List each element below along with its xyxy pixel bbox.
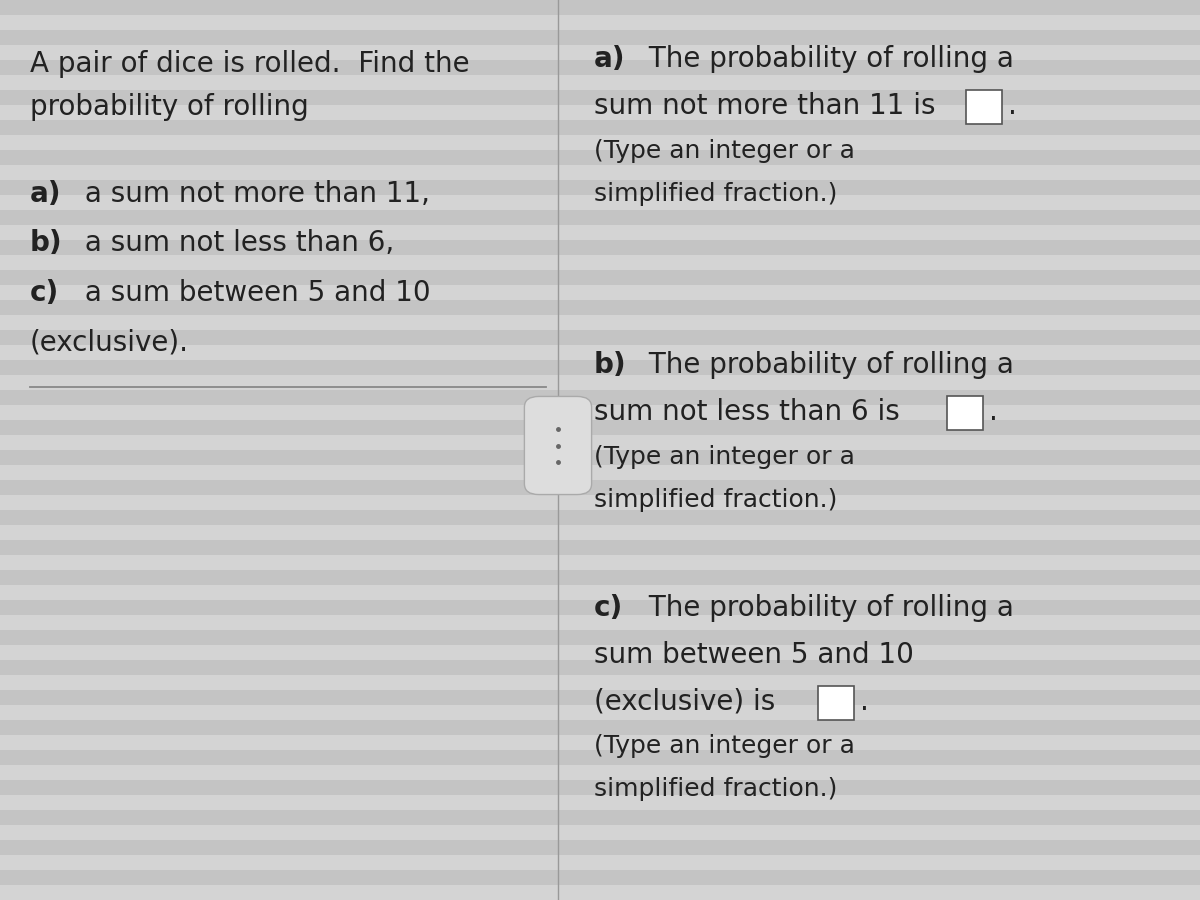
Bar bbox=[0, 120, 1200, 135]
Bar bbox=[0, 150, 1200, 165]
Bar bbox=[0, 555, 1200, 570]
Text: b): b) bbox=[30, 230, 62, 257]
Bar bbox=[0, 330, 1200, 345]
Bar bbox=[0, 135, 1200, 150]
Text: (exclusive).: (exclusive). bbox=[30, 328, 190, 356]
Text: a sum not less than 6,: a sum not less than 6, bbox=[76, 230, 394, 257]
Bar bbox=[0, 630, 1200, 645]
Bar bbox=[0, 210, 1200, 225]
Bar bbox=[0, 825, 1200, 840]
Text: A pair of dice is rolled.  Find the: A pair of dice is rolled. Find the bbox=[30, 50, 469, 77]
Bar bbox=[0, 45, 1200, 60]
Bar bbox=[0, 570, 1200, 585]
Text: .: . bbox=[1008, 92, 1016, 120]
Text: simplified fraction.): simplified fraction.) bbox=[594, 778, 838, 802]
Bar bbox=[0, 750, 1200, 765]
Bar bbox=[0, 660, 1200, 675]
Bar bbox=[0, 225, 1200, 240]
Bar bbox=[0, 315, 1200, 330]
Bar bbox=[0, 480, 1200, 495]
Bar bbox=[0, 540, 1200, 555]
Text: The probability of rolling a: The probability of rolling a bbox=[640, 351, 1014, 379]
Bar bbox=[0, 435, 1200, 450]
FancyBboxPatch shape bbox=[947, 396, 983, 430]
Bar bbox=[0, 390, 1200, 405]
Text: c): c) bbox=[30, 279, 59, 307]
Bar bbox=[0, 885, 1200, 900]
Bar bbox=[0, 675, 1200, 690]
Bar bbox=[0, 705, 1200, 720]
Bar bbox=[0, 495, 1200, 510]
Text: .: . bbox=[989, 398, 997, 426]
Bar bbox=[0, 60, 1200, 75]
FancyBboxPatch shape bbox=[818, 686, 854, 720]
Text: probability of rolling: probability of rolling bbox=[30, 93, 308, 121]
Text: (exclusive) is: (exclusive) is bbox=[594, 688, 775, 716]
Bar bbox=[0, 270, 1200, 285]
Bar bbox=[0, 765, 1200, 780]
Bar bbox=[0, 465, 1200, 480]
Text: (Type an integer or a: (Type an integer or a bbox=[594, 445, 854, 469]
Text: simplified fraction.): simplified fraction.) bbox=[594, 182, 838, 206]
Bar bbox=[0, 180, 1200, 195]
Text: a): a) bbox=[594, 45, 625, 73]
Bar bbox=[0, 780, 1200, 795]
Text: The probability of rolling a: The probability of rolling a bbox=[640, 45, 1014, 73]
Bar bbox=[0, 525, 1200, 540]
Bar bbox=[0, 450, 1200, 465]
Text: a): a) bbox=[30, 180, 61, 208]
Text: a sum between 5 and 10: a sum between 5 and 10 bbox=[76, 279, 431, 307]
Text: (Type an integer or a: (Type an integer or a bbox=[594, 734, 854, 759]
Bar bbox=[0, 360, 1200, 375]
Bar bbox=[0, 15, 1200, 30]
Bar bbox=[0, 0, 1200, 15]
Bar bbox=[0, 30, 1200, 45]
Bar bbox=[0, 870, 1200, 885]
FancyBboxPatch shape bbox=[524, 396, 592, 495]
Bar bbox=[0, 300, 1200, 315]
Bar bbox=[0, 735, 1200, 750]
Text: simplified fraction.): simplified fraction.) bbox=[594, 488, 838, 512]
Bar bbox=[0, 105, 1200, 120]
Bar bbox=[0, 165, 1200, 180]
Bar bbox=[0, 405, 1200, 420]
Bar bbox=[0, 795, 1200, 810]
Text: sum not more than 11 is: sum not more than 11 is bbox=[594, 92, 936, 120]
Bar bbox=[0, 255, 1200, 270]
Bar bbox=[0, 510, 1200, 525]
Bar bbox=[0, 720, 1200, 735]
FancyBboxPatch shape bbox=[966, 90, 1002, 124]
Text: a sum not more than 11,: a sum not more than 11, bbox=[76, 180, 430, 208]
Bar bbox=[0, 855, 1200, 870]
Text: c): c) bbox=[594, 594, 623, 622]
Text: sum between 5 and 10: sum between 5 and 10 bbox=[594, 641, 914, 669]
Bar bbox=[0, 840, 1200, 855]
Bar bbox=[0, 345, 1200, 360]
Bar bbox=[0, 615, 1200, 630]
Bar bbox=[0, 645, 1200, 660]
Text: sum not less than 6 is: sum not less than 6 is bbox=[594, 398, 900, 426]
Bar bbox=[0, 285, 1200, 300]
Bar bbox=[0, 195, 1200, 210]
Bar bbox=[0, 75, 1200, 90]
Bar bbox=[0, 600, 1200, 615]
Bar bbox=[0, 585, 1200, 600]
Text: b): b) bbox=[594, 351, 626, 379]
Text: .: . bbox=[860, 688, 869, 716]
Bar bbox=[0, 810, 1200, 825]
Text: (Type an integer or a: (Type an integer or a bbox=[594, 139, 854, 163]
Bar bbox=[0, 420, 1200, 435]
Bar bbox=[0, 90, 1200, 105]
Bar bbox=[0, 375, 1200, 390]
Bar bbox=[0, 240, 1200, 255]
Text: The probability of rolling a: The probability of rolling a bbox=[640, 594, 1014, 622]
Bar bbox=[0, 690, 1200, 705]
